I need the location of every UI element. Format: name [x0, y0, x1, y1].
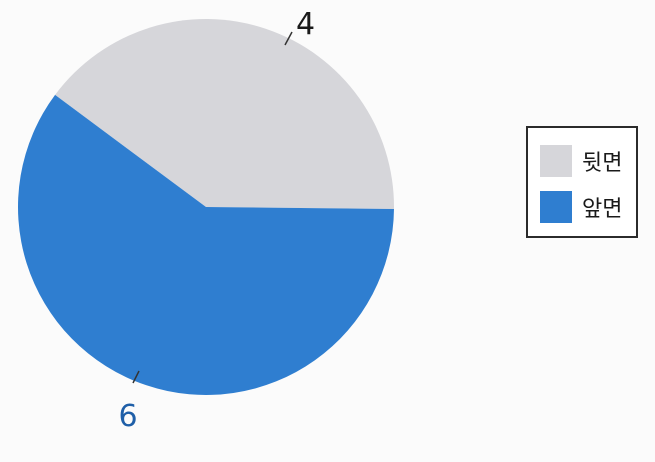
leader-line-back [284, 31, 293, 46]
legend-item-back: 뒷면 [540, 144, 622, 178]
leader-line-front [132, 370, 140, 384]
legend-swatch-back [540, 145, 572, 177]
legend-label-back: 뒷면 [582, 151, 623, 176]
legend-item-front: 앞면 [540, 190, 622, 224]
pie-slice-back [55, 19, 394, 209]
data-label-front: 6 [118, 399, 137, 434]
legend: 뒷면 앞면 [526, 126, 638, 238]
legend-label-front: 앞면 [582, 197, 623, 222]
data-label-back: 4 [296, 7, 315, 42]
legend-swatch-front [540, 191, 572, 223]
pie-slice-front [17, 94, 394, 396]
